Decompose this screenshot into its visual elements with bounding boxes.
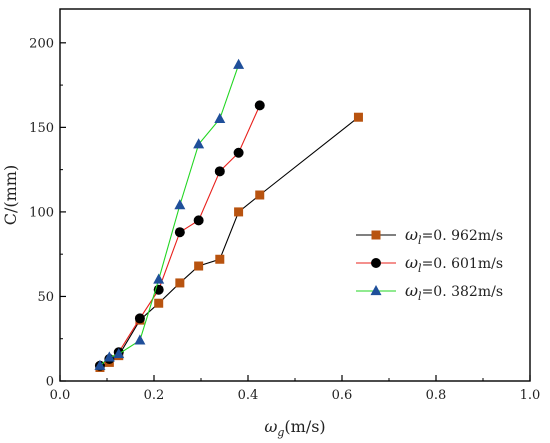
legend-value: =0. 601m/s — [422, 256, 503, 272]
legend: ωl=0. 962m/sωl=0. 601m/sωl=0. 382m/s — [356, 225, 503, 303]
data-point — [153, 273, 165, 284]
data-point — [193, 215, 204, 226]
data-point — [233, 58, 245, 69]
legend-label: ωl=0. 382m/s — [405, 281, 503, 303]
data-point — [233, 147, 244, 158]
y-tick-label: 200 — [29, 36, 54, 51]
legend-label: ωl=0. 962m/s — [405, 225, 503, 247]
y-tick-label: 50 — [37, 290, 54, 305]
legend-symbol: ω — [405, 253, 418, 272]
data-point — [113, 347, 125, 359]
y-tick-label: 100 — [29, 205, 54, 220]
x-tick-label: 0.2 — [144, 388, 165, 403]
series-0 — [95, 112, 363, 372]
data-point — [154, 298, 164, 308]
data-point — [94, 359, 106, 370]
data-point — [255, 190, 265, 200]
legend-subscript: l — [418, 234, 422, 247]
y-tick-label: 0 — [46, 375, 54, 390]
x-axis-symbol: ω — [264, 417, 277, 436]
legend-label: ωl=0. 601m/s — [405, 253, 503, 275]
data-point — [234, 207, 244, 217]
axis-ticks: 0.0 0.2 0.4 0.6 0.8 1.0 0 50 100 150 200 — [29, 36, 540, 403]
x-tick-label: 0.6 — [332, 388, 353, 403]
x-tick-label: 0.8 — [426, 388, 447, 403]
legend-marker — [371, 230, 381, 240]
legend-marker — [371, 258, 381, 268]
legend-value: =0. 382m/s — [422, 284, 503, 300]
y-axis-label: C/(mm) — [1, 165, 20, 225]
legend-item-2: ωl=0. 382m/s — [356, 281, 503, 303]
data-point — [193, 138, 205, 149]
series-2 — [94, 58, 245, 370]
plot-frame — [59, 8, 531, 382]
legend-subscript: l — [418, 290, 422, 303]
data-point — [353, 112, 363, 122]
x-tick-label: 1.0 — [520, 388, 541, 403]
data-point — [174, 199, 186, 210]
y-tick-label: 150 — [29, 121, 54, 136]
x-axis-subscript: g — [277, 426, 284, 439]
data-point — [174, 227, 185, 238]
series-line — [99, 64, 240, 367]
series-1 — [94, 100, 265, 371]
legend-item-0: ωl=0. 962m/s — [356, 225, 503, 247]
legend-symbol: ω — [405, 281, 418, 300]
x-tick-label: 0.4 — [238, 388, 259, 403]
data-point — [194, 261, 204, 271]
series-line — [99, 116, 359, 368]
data-point — [103, 351, 115, 362]
data-series — [94, 58, 363, 372]
legend-marker — [370, 285, 382, 296]
data-point — [214, 112, 226, 124]
x-axis-unit: (m/s) — [284, 417, 325, 436]
data-point — [254, 100, 265, 111]
data-point — [134, 313, 145, 324]
data-point — [215, 254, 225, 264]
x-axis-label: ωg(m/s) — [264, 417, 325, 439]
legend-symbol: ω — [405, 225, 418, 244]
data-point — [175, 278, 185, 288]
legend-item-1: ωl=0. 601m/s — [356, 253, 503, 275]
data-point — [214, 166, 225, 177]
legend-subscript: l — [418, 262, 422, 275]
x-tick-label: 0.0 — [50, 388, 71, 403]
data-point — [134, 334, 146, 345]
legend-value: =0. 962m/s — [422, 228, 503, 244]
